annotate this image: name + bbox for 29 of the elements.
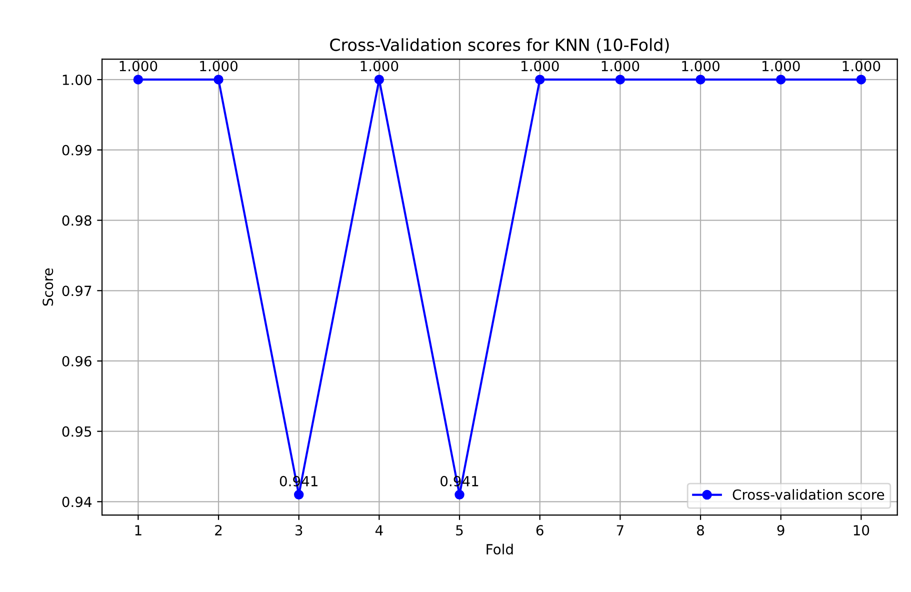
x-tick-label: 1: [135, 525, 142, 536]
y-tick-label: 0.96: [62, 356, 92, 366]
data-label: 1.000: [842, 60, 880, 72]
x-tick-label: 7: [616, 525, 624, 536]
x-tick-label: 2: [215, 525, 222, 536]
x-tick-label: 9: [777, 525, 784, 536]
x-axis-title: Fold: [486, 544, 513, 555]
y-tick-label: 0.97: [62, 286, 92, 296]
data-label: 1.000: [521, 60, 559, 72]
data-label: 1.000: [120, 60, 158, 72]
data-label: 1.000: [762, 60, 800, 72]
x-tick-label: 4: [375, 525, 383, 536]
y-tick-label: 0.99: [62, 144, 92, 156]
data-label: 1.000: [682, 60, 720, 72]
x-tick-label: 8: [697, 525, 704, 536]
x-tick-label: 10: [854, 525, 870, 536]
y-tick-label: 0.95: [62, 426, 92, 437]
chart-title: Cross-Validation scores for KNN (10-Fold): [330, 38, 669, 54]
y-tick-label: 0.94: [62, 496, 92, 508]
data-label: 1.000: [200, 60, 238, 72]
y-tick-label: 0.98: [62, 215, 92, 226]
y-axis-title: Score: [42, 268, 54, 306]
x-tick-label: 3: [295, 525, 302, 536]
data-label: 1.000: [602, 60, 640, 72]
legend-label: Cross-validation score: [732, 489, 884, 500]
data-label: 1.000: [360, 60, 398, 72]
y-tick-label: 1.00: [62, 74, 92, 86]
x-tick-label: 5: [456, 525, 463, 536]
x-tick-label: 6: [536, 525, 544, 536]
